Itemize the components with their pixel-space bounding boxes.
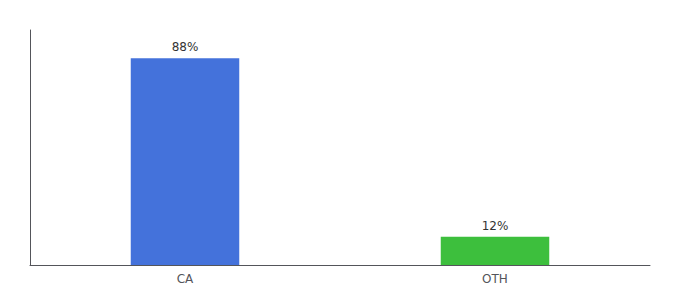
svg-text:CA: CA [177,272,194,286]
svg-text:OTH: OTH [482,272,508,286]
svg-text:12%: 12% [482,219,509,233]
svg-text:88%: 88% [172,40,199,54]
